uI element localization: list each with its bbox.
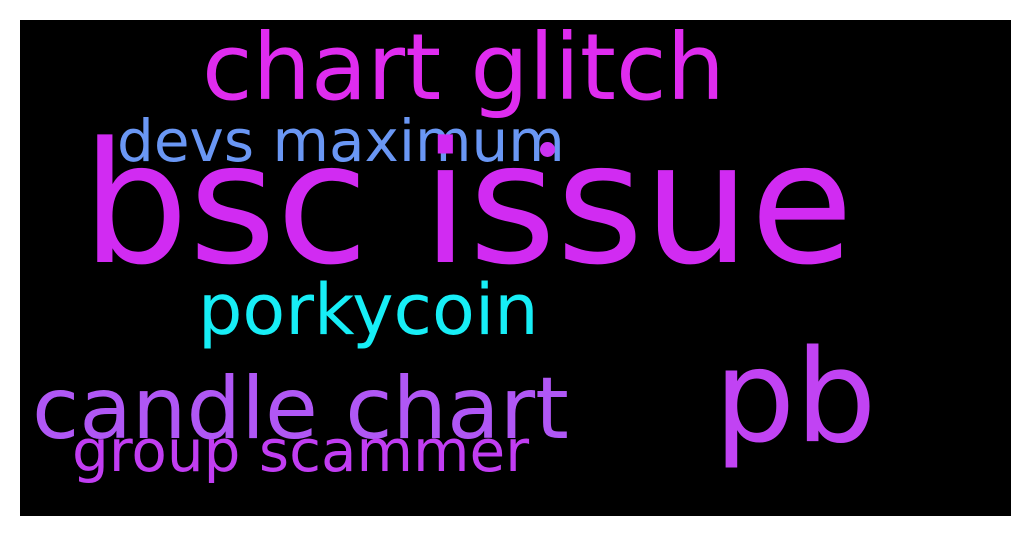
word-chart-glitch: chart glitch xyxy=(202,20,725,121)
word-dot-small xyxy=(540,142,555,157)
word-bsc-issue: bsc issue xyxy=(82,106,854,302)
word-pb: pb xyxy=(714,323,877,472)
word-devs-maximum: devs maximum xyxy=(117,107,565,175)
word-candle-chart: candle chart xyxy=(32,359,569,459)
word-group-scammer: group scammer xyxy=(72,417,530,485)
wordcloud-canvas: chart glitch devs maximum bsc issue pork… xyxy=(20,20,1011,516)
word-porkycoin: porkycoin xyxy=(198,269,539,351)
